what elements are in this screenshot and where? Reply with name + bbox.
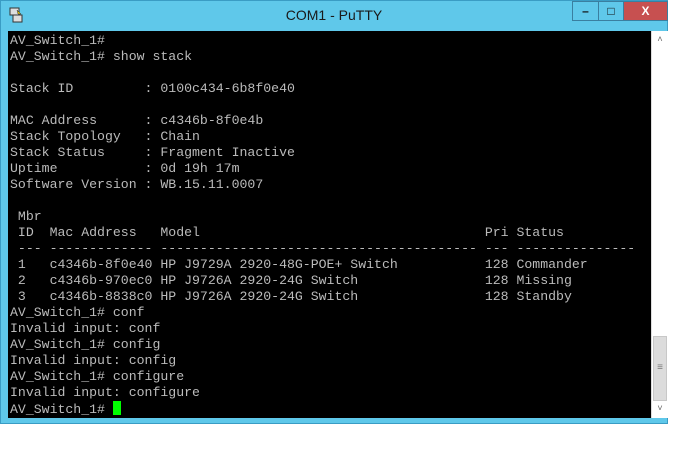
terminal-cursor <box>112 401 121 415</box>
scrollbar-thumb[interactable]: ≡ <box>653 336 667 401</box>
minimize-button[interactable]: – <box>572 1 599 21</box>
terminal-line: Stack ID : 0100c434-6b8f0e40 <box>10 81 295 96</box>
terminal-line: 3 c4346b-8838c0 HP J9726A 2920-24G Switc… <box>10 289 572 304</box>
terminal-line: Invalid input: conf <box>10 321 161 336</box>
title-bar[interactable]: COM1 - PuTTY – □ X <box>1 1 668 32</box>
terminal-line: Invalid input: config <box>10 353 177 368</box>
terminal-line: AV_Switch_1# show stack <box>10 49 193 64</box>
terminal-line: ID Mac Address Model Pri Status <box>10 225 564 240</box>
scroll-down-button[interactable]: ˅ <box>657 403 663 413</box>
terminal-line: Invalid input: configure <box>10 385 200 400</box>
terminal-line: MAC Address : c4346b-8f0e4b <box>10 113 264 128</box>
close-button[interactable]: X <box>623 1 668 21</box>
terminal-area[interactable]: AV_Switch_1# AV_Switch_1# show stack Sta… <box>8 31 651 418</box>
terminal-prompt: AV_Switch_1# <box>10 402 113 417</box>
putty-icon[interactable] <box>8 7 24 23</box>
terminal-line: AV_Switch_1# configure <box>10 369 185 384</box>
terminal-line: Stack Status : Fragment Inactive <box>10 145 295 160</box>
terminal-line: Software Version : WB.15.11.0007 <box>10 177 264 192</box>
terminal-line: --- ------------- ----------------------… <box>10 241 636 256</box>
putty-window: COM1 - PuTTY – □ X AV_Switch_1# AV_Switc… <box>0 0 668 424</box>
window-title: COM1 - PuTTY <box>285 7 383 23</box>
maximize-button[interactable]: □ <box>598 1 624 21</box>
scroll-up-button[interactable]: ˄ <box>657 34 663 44</box>
vertical-scrollbar[interactable]: ˄ ≡ ˅ <box>651 31 668 418</box>
terminal-line: 1 c4346b-8f0e40 HP J9729A 2920-48G-POE+ … <box>10 257 588 272</box>
terminal-line: AV_Switch_1# <box>10 33 105 48</box>
terminal-line: Stack Topology : Chain <box>10 129 200 144</box>
terminal-line: 2 c4346b-970ec0 HP J9726A 2920-24G Switc… <box>10 273 572 288</box>
terminal-line: Uptime : 0d 19h 17m <box>10 161 240 176</box>
terminal-line: AV_Switch_1# config <box>10 337 161 352</box>
terminal-line: AV_Switch_1# conf <box>10 305 145 320</box>
terminal-line: Mbr <box>10 209 42 224</box>
terminal-output: AV_Switch_1# AV_Switch_1# show stack Sta… <box>8 31 651 418</box>
